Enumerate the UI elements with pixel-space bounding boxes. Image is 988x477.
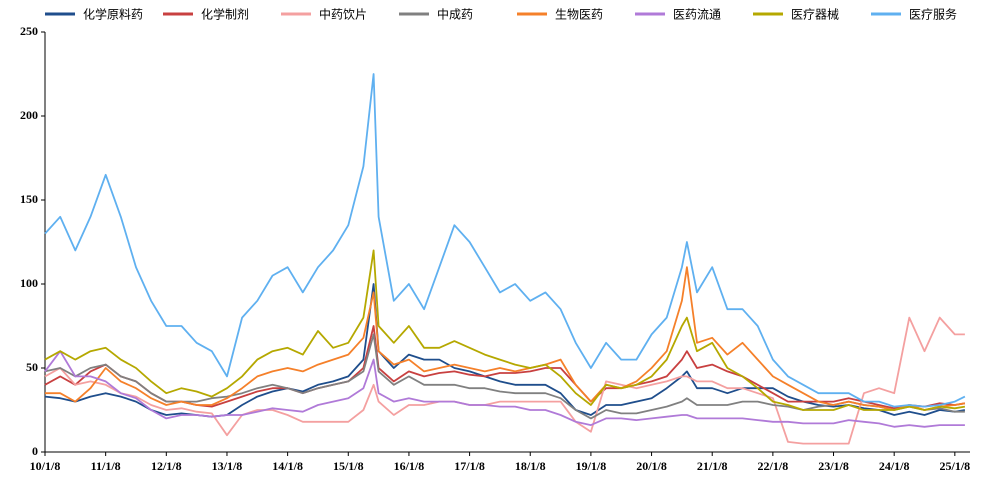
y-tick-label: 150 [20, 192, 38, 206]
series-line [45, 266, 966, 411]
x-tick-label: 12/1/8 [151, 459, 182, 473]
legend-label: 化学原料药 [83, 7, 143, 22]
x-tick-label: 25/1/8 [940, 459, 971, 473]
series-line [44, 316, 965, 445]
x-tick-label: 18/1/8 [515, 459, 546, 473]
y-tick-label: 50 [26, 360, 38, 374]
series-line [44, 350, 965, 428]
x-tick-label: 16/1/8 [394, 459, 425, 473]
y-tick-label: 0 [32, 444, 38, 458]
x-tick-label: 14/1/8 [272, 459, 303, 473]
x-tick-label: 13/1/8 [212, 459, 243, 473]
x-tick-label: 21/1/8 [697, 459, 728, 473]
x-tick-label: 10/1/8 [30, 459, 61, 473]
legend-label: 中药饮片 [319, 7, 367, 22]
legend-label: 医疗服务 [909, 7, 957, 22]
x-tick-label: 15/1/8 [333, 459, 364, 473]
y-tick-label: 250 [20, 24, 38, 38]
legend-label: 医疗器械 [791, 7, 839, 22]
x-tick-label: 24/1/8 [879, 459, 910, 473]
series-line [44, 73, 966, 408]
x-tick-label: 22/1/8 [758, 459, 789, 473]
series-line [44, 283, 966, 418]
legend: 化学原料药 化学制剂 中药饮片 中成药 生物医药 医药流通 医疗器械 医疗服务 [45, 7, 957, 22]
series-line [44, 249, 966, 411]
legend-label: 中成药 [437, 7, 473, 22]
legend-label: 生物医药 [555, 8, 603, 22]
legend-label: 医药流通 [673, 8, 721, 22]
x-tick-label: 19/1/8 [576, 459, 607, 473]
x-tick-label: 17/1/8 [454, 459, 485, 473]
x-tick-label: 11/1/8 [91, 459, 121, 473]
y-tick-label: 100 [20, 276, 38, 290]
x-tick-label: 23/1/8 [818, 459, 849, 473]
x-tick-label: 20/1/8 [636, 459, 667, 473]
series-line [44, 333, 965, 420]
y-tick-label: 200 [20, 108, 38, 122]
legend-label: 化学制剂 [201, 7, 249, 22]
series-line [44, 325, 966, 410]
